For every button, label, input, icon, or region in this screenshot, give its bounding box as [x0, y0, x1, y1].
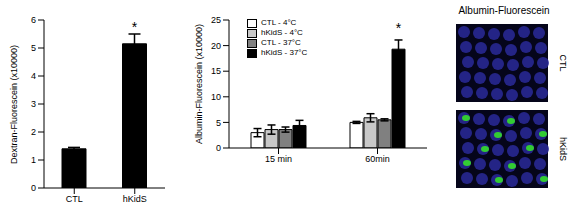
svg-text:3: 3	[31, 99, 36, 109]
svg-text:Albumin-Fluorescein (x10000): Albumin-Fluorescein (x10000)	[194, 24, 204, 144]
svg-text:10: 10	[211, 92, 221, 102]
svg-text:2: 2	[31, 127, 36, 137]
svg-text:hKidS: hKidS	[123, 194, 147, 204]
html-text:CTL - 4°C: CTL - 4°C	[261, 18, 297, 27]
svg-text:hKidS: hKidS	[558, 137, 568, 161]
svg-text:CTL: CTL	[66, 194, 83, 204]
svg-text:*: *	[132, 19, 138, 35]
svg-text:6: 6	[31, 15, 36, 25]
svg-text:Albumin-Fluorescein: Albumin-Fluorescein	[458, 5, 549, 16]
svg-text:5: 5	[216, 118, 221, 128]
svg-text:15 min: 15 min	[265, 154, 292, 164]
svg-text:0: 0	[216, 143, 221, 153]
svg-text:1: 1	[31, 155, 36, 165]
svg-text:CTL: CTL	[558, 54, 568, 71]
html-text:CTL - 37°C: CTL - 37°C	[261, 38, 301, 47]
svg-text:60min: 60min	[365, 154, 390, 164]
svg-text:20: 20	[211, 41, 221, 51]
svg-text:4: 4	[31, 71, 36, 81]
svg-text:5: 5	[31, 43, 36, 53]
svg-text:Dextran-Fluorescein (x10000): Dextran-Fluorescein (x10000)	[9, 45, 19, 164]
html-text:hKidS - 37°C: hKidS - 37°C	[261, 48, 308, 57]
svg-text:0: 0	[31, 183, 36, 193]
svg-text:25: 25	[211, 15, 221, 25]
html-text:hKidS - 4°C: hKidS - 4°C	[261, 28, 303, 37]
svg-text:15: 15	[211, 66, 221, 76]
svg-text:*: *	[396, 20, 402, 36]
